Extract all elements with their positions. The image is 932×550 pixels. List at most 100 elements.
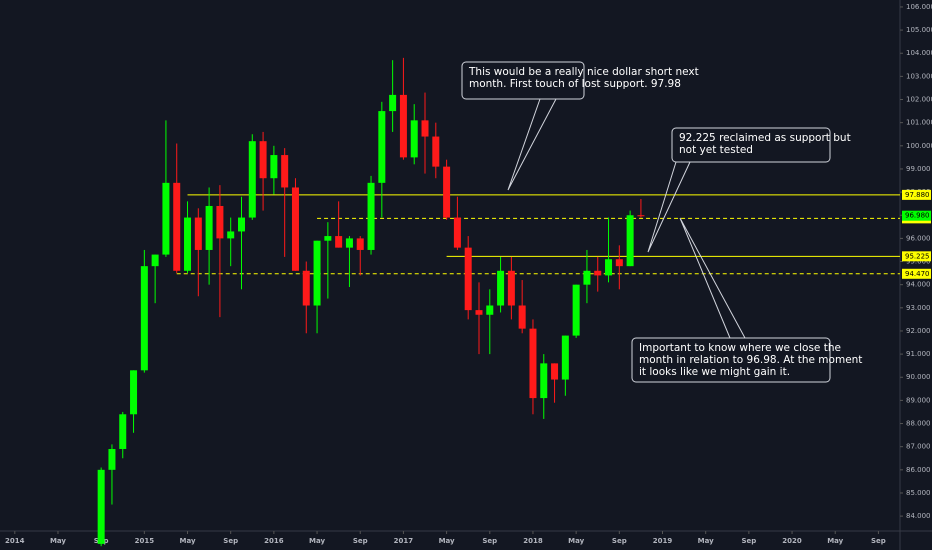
candle-body	[108, 448, 116, 470]
candle-body	[302, 270, 310, 306]
callout-box	[631, 337, 831, 383]
x-tick-label: 2016	[264, 537, 284, 545]
candle-body	[389, 94, 397, 112]
candle-body	[507, 270, 515, 306]
candle-body	[637, 215, 645, 217]
x-tick-label: May	[827, 537, 843, 545]
candle-body	[281, 155, 289, 188]
callout-text: month in relation to 96.98. At the momen…	[639, 354, 862, 366]
y-tick-label: 100.000	[906, 142, 932, 150]
candle-body	[205, 205, 213, 250]
callout-text: 92.225 reclaimed as support but	[679, 132, 851, 144]
candle-body	[421, 120, 429, 137]
candle-body	[497, 270, 505, 306]
callout-pointer	[679, 217, 746, 339]
candle-body	[367, 182, 375, 250]
callout-text: Important to know where we close the	[639, 342, 841, 354]
candle-body	[443, 166, 451, 218]
callout-box	[671, 127, 831, 163]
level-label-bg	[902, 189, 931, 200]
candle-body	[291, 187, 299, 271]
y-tick-label: 87.000	[906, 443, 931, 451]
candle-body	[475, 310, 483, 315]
candle-body	[356, 238, 364, 250]
x-tick-label: Sep	[612, 537, 627, 545]
y-tick-label: 95.000	[906, 258, 931, 266]
candle-body	[626, 215, 634, 267]
x-tick-label: May	[439, 537, 455, 545]
x-tick-label: Sep	[482, 537, 497, 545]
x-tick-label: 2017	[394, 537, 414, 545]
candle-body	[551, 363, 559, 380]
level-label: 95.225	[905, 252, 930, 260]
candle-body	[173, 182, 181, 271]
candle-body	[529, 328, 537, 399]
candle-body	[248, 141, 256, 218]
x-tick-label: 2019	[653, 537, 673, 545]
candle-body	[140, 266, 148, 371]
callout-text: it looks like we might gain it.	[639, 366, 790, 378]
y-tick-label: 106.000	[906, 3, 932, 11]
callout-box	[461, 61, 585, 100]
y-tick-label: 94.000	[906, 281, 931, 289]
x-tick-label: 2020	[782, 537, 802, 545]
y-tick-label: 86.000	[906, 466, 931, 474]
y-tick-label: 102.000	[906, 96, 932, 104]
level-label: 97.880	[905, 191, 930, 199]
candle-body	[486, 305, 494, 315]
x-tick-label: Sep	[223, 537, 238, 545]
last-price-label: 96.980	[905, 212, 930, 220]
level-label: 94.470	[905, 270, 930, 278]
candle-body	[464, 247, 472, 311]
candle-body	[432, 136, 440, 167]
candle-body	[313, 240, 321, 306]
candle-body	[151, 254, 159, 267]
candle-body	[410, 120, 418, 158]
x-tick-label: 2015	[135, 537, 155, 545]
candle-body	[378, 111, 386, 183]
y-tick-label: 91.000	[906, 350, 931, 358]
candle-body	[518, 305, 526, 329]
y-tick-label: 105.000	[906, 26, 932, 34]
x-tick-label: 2018	[523, 537, 543, 545]
callout-text: not yet tested	[679, 144, 753, 156]
candle-body	[194, 217, 202, 250]
y-tick-label: 103.000	[906, 72, 932, 80]
x-tick-label: May	[309, 537, 325, 545]
candle-body	[615, 259, 623, 267]
candle-body	[97, 469, 105, 544]
candle-body	[453, 217, 461, 248]
candle-body	[227, 231, 235, 239]
y-tick-label: 84.000	[906, 512, 931, 520]
candle-body	[270, 155, 278, 179]
candle-body	[119, 414, 127, 449]
callout-text: This would be a really nice dollar short…	[468, 66, 699, 78]
candle-body	[162, 182, 170, 255]
candle-body	[130, 370, 138, 415]
y-tick-label: 101.000	[906, 119, 932, 127]
y-tick-label: 85.000	[906, 489, 931, 497]
x-tick-label: May	[179, 537, 195, 545]
y-tick-label: 88.000	[906, 420, 931, 428]
candle-body	[605, 259, 613, 276]
y-tick-label: 96.000	[906, 234, 931, 242]
y-tick-label: 89.000	[906, 396, 931, 404]
candle-body	[583, 270, 591, 285]
y-tick-label: 99.000	[906, 165, 931, 173]
x-tick-label: May	[50, 537, 66, 545]
candle-body	[399, 94, 407, 158]
candle-body	[345, 238, 353, 248]
level-label-bg	[902, 268, 931, 279]
x-tick-label: May	[698, 537, 714, 545]
candle-body	[540, 363, 548, 399]
candle-body	[335, 236, 343, 248]
x-tick-label: Sep	[741, 537, 756, 545]
candle-body	[324, 236, 332, 241]
x-tick-label: Sep	[871, 537, 886, 545]
callout-pointer	[647, 161, 691, 253]
y-tick-label: 90.000	[906, 373, 931, 381]
candle-body	[184, 217, 192, 271]
candle-body	[259, 141, 267, 179]
callout-text: month. First touch of lost support. 97.9…	[469, 78, 681, 90]
